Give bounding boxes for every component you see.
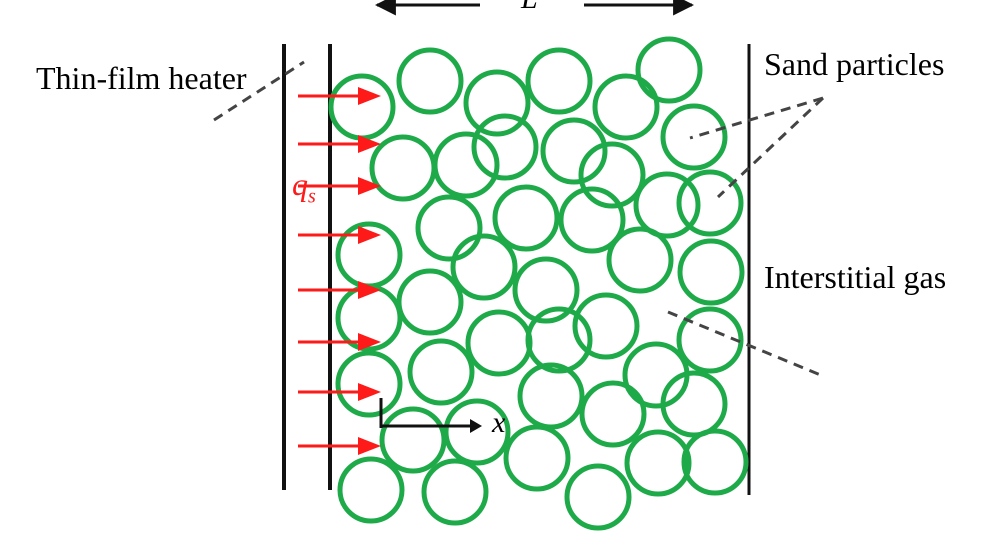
sand-particle — [337, 456, 405, 524]
sand-particle — [512, 256, 580, 324]
sand-particle — [660, 370, 728, 438]
sand-particle — [525, 306, 593, 374]
interstitial-gas-label: Interstitial gas — [764, 259, 947, 295]
sand-particle — [635, 36, 703, 104]
heat-flux-subscript: s — [308, 185, 316, 208]
sand-particle — [633, 171, 701, 239]
sand-particle — [624, 429, 692, 497]
sand-particle — [443, 398, 511, 466]
sand-particle — [525, 47, 593, 115]
heat-flux-arrows — [298, 87, 381, 455]
heater-leader-line — [213, 60, 305, 122]
sand-particle — [328, 73, 396, 141]
heater-label: Thin-film heater — [36, 60, 247, 96]
sand-particle — [463, 69, 531, 137]
sand-particle — [432, 131, 500, 199]
heat-flux-arrow — [298, 135, 381, 153]
x-axis-indicator — [379, 398, 482, 433]
sand-particle — [492, 184, 560, 252]
length-label: L — [521, 0, 538, 14]
sand-particle — [579, 380, 647, 448]
sand-particle — [335, 350, 403, 418]
heat-flux-arrow — [298, 226, 381, 244]
heat-flux-arrow — [298, 437, 381, 455]
heat-flux-arrow — [298, 87, 381, 105]
sand-particle — [676, 306, 744, 374]
sand-particle — [660, 103, 728, 171]
sand-particle — [396, 268, 464, 336]
sand-particle — [396, 47, 464, 115]
leader-lines — [213, 60, 825, 378]
sand-particle — [681, 428, 749, 496]
x-axis-label: x — [492, 406, 506, 439]
sand-particle — [558, 186, 626, 254]
sand-particles-label: Sand particles — [764, 46, 945, 82]
gas-leader-line — [667, 310, 824, 378]
sand-particle — [677, 238, 745, 306]
sand-particle — [465, 309, 533, 377]
sand-particle — [540, 117, 608, 185]
sand-particle — [369, 134, 437, 202]
heat-flux-arrow — [298, 333, 381, 351]
heat-flux-arrow — [298, 281, 381, 299]
sand-particle — [606, 226, 674, 294]
sand-particle — [379, 406, 447, 474]
sand-leader-line-2 — [716, 96, 825, 199]
sand-particle — [578, 141, 646, 209]
sand-particle — [517, 362, 585, 430]
sand-particle — [564, 463, 632, 531]
sand-particle — [421, 458, 489, 526]
heat-flux-symbol: q — [292, 166, 308, 202]
heat-flux-arrow — [298, 177, 381, 195]
sand-particle — [676, 169, 744, 237]
sand-particle — [407, 338, 475, 406]
heat-flux-label: qs — [292, 168, 316, 206]
sand-particle — [415, 194, 483, 262]
sand-particle — [503, 424, 571, 492]
sand-leader-line-1 — [689, 96, 824, 140]
sand-particles — [328, 36, 749, 531]
sand-particle — [450, 233, 518, 301]
heat-flux-arrow — [298, 383, 381, 401]
sand-particle — [471, 113, 539, 181]
sand-particle — [592, 73, 660, 141]
sand-particle — [572, 292, 640, 360]
